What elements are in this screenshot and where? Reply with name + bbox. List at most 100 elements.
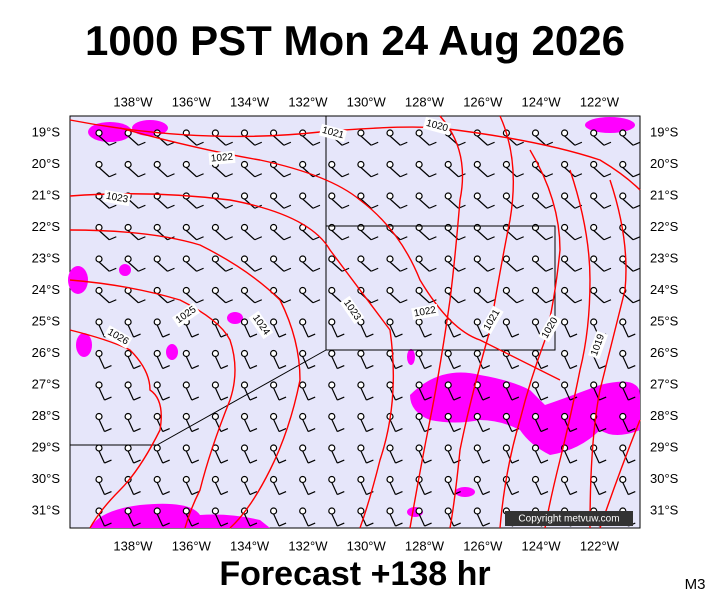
axis-labels: 138°W 138°W 136°W 136°W 134°W 134°W 132°W 132°W…: [32, 94, 679, 553]
barb-feather: [540, 364, 549, 370]
barb-shaft: [185, 356, 193, 369]
barb-shaft: [505, 450, 513, 464]
barb-shaft: [564, 419, 571, 432]
longitude-label: 126°W: [463, 94, 503, 109]
station: [386, 129, 394, 137]
station: [531, 255, 540, 263]
barb-shaft: [447, 198, 459, 209]
barb-feather: [133, 459, 141, 464]
barb-feather: [109, 204, 117, 209]
station: [357, 192, 365, 200]
station: [444, 160, 452, 169]
barb-feather: [574, 299, 583, 304]
barb-feather: [341, 236, 350, 241]
barb-feather: [370, 236, 379, 241]
barb-shaft: [593, 293, 605, 304]
station: [299, 160, 307, 169]
barb-shaft: [389, 513, 397, 527]
barb-shaft: [127, 293, 139, 304]
barb-shaft: [360, 135, 372, 146]
barb-feather: [598, 364, 607, 370]
station: [124, 349, 132, 358]
barb-feather: [167, 173, 175, 178]
station: [124, 444, 132, 452]
station: [560, 286, 569, 295]
barb-feather: [249, 522, 258, 527]
barb-shaft: [593, 230, 605, 241]
barb-shaft: [214, 482, 222, 495]
barb-shaft: [476, 419, 484, 432]
barb-shaft: [331, 293, 343, 304]
barb-shaft: [564, 293, 576, 304]
barb-shaft: [98, 230, 110, 241]
latitude-label: 21°S: [650, 187, 679, 202]
barb-feather: [482, 427, 491, 433]
barb-shaft: [98, 324, 106, 338]
latitude-label: 22°S: [650, 219, 679, 234]
isobar-label-box: [208, 150, 236, 166]
barb-feather: [429, 299, 437, 304]
station: [299, 349, 307, 358]
barb-shaft: [622, 293, 634, 304]
barb-feather: [545, 141, 554, 146]
barb-shaft: [98, 482, 106, 495]
barb-shaft: [302, 419, 309, 432]
barb-feather: [545, 299, 554, 304]
barb-shaft: [302, 135, 314, 146]
station: [415, 318, 423, 326]
barb-shaft: [156, 324, 164, 338]
station: [473, 475, 481, 484]
isobar-label: 1023: [103, 189, 131, 207]
station: [182, 160, 190, 169]
station: [357, 412, 365, 421]
barb-feather: [603, 204, 612, 209]
station: [619, 381, 627, 389]
barb-shaft: [622, 167, 634, 178]
station: [328, 381, 336, 389]
barb-feather: [366, 364, 374, 370]
barb-feather: [370, 267, 379, 272]
barb-feather: [598, 427, 607, 433]
barb-feather: [109, 267, 117, 272]
barb-feather: [162, 427, 170, 433]
station: [299, 381, 307, 389]
barb-feather: [337, 364, 345, 370]
barb-feather: [487, 267, 495, 272]
barb-shaft: [156, 387, 164, 401]
barb-feather: [283, 204, 292, 209]
barb-feather: [429, 236, 437, 241]
barb-feather: [569, 364, 578, 370]
barb-feather: [453, 427, 461, 433]
barb-feather: [482, 396, 491, 401]
barb-feather: [249, 490, 258, 496]
barb-feather: [370, 141, 379, 146]
station: [560, 318, 569, 326]
longitude-label: 130°W: [347, 538, 387, 553]
barb-feather: [167, 267, 175, 272]
station: [182, 223, 190, 232]
station: [211, 286, 219, 295]
barb-shaft: [360, 230, 372, 241]
barb-feather: [196, 236, 204, 241]
barb-shaft: [447, 167, 459, 178]
station: [357, 255, 365, 263]
barb-feather: [632, 204, 641, 209]
barb-feather: [482, 459, 491, 464]
barb-shaft: [273, 167, 285, 178]
barb-feather: [429, 267, 437, 272]
station: [240, 444, 249, 452]
barb-shaft: [214, 167, 227, 178]
barb-shaft: [98, 356, 106, 369]
barb-shaft: [244, 230, 256, 241]
barb-shaft: [534, 482, 542, 495]
barb-feather: [337, 490, 345, 496]
longitude-label: 138°W: [113, 94, 153, 109]
barb-feather: [312, 173, 321, 178]
barb-feather: [220, 459, 229, 464]
barb-shaft: [535, 198, 547, 209]
barb-feather: [487, 204, 495, 209]
barb-shaft: [418, 324, 426, 338]
station: [386, 381, 394, 389]
barb-feather: [191, 459, 200, 464]
